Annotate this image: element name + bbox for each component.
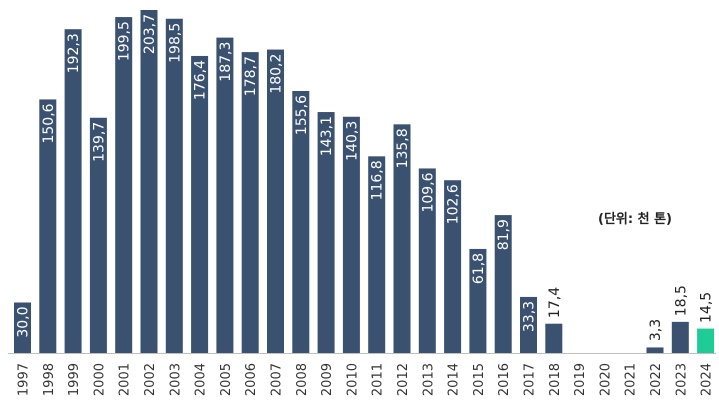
x-tick-labels-group: 1997 1998 1999 2000 2001 2002 2003 2004 2005 2006…: [17, 363, 715, 396]
x-tick-2013: 2013: [421, 363, 436, 396]
value-label-2013: 109,6: [420, 172, 436, 212]
x-tick-2019: 2019: [573, 363, 588, 396]
bar-2006: [241, 52, 259, 353]
value-label-2017: 33,3: [522, 301, 538, 332]
x-tick-2002: 2002: [143, 363, 158, 396]
x-tick-2000: 2000: [92, 363, 107, 396]
bar-1997: [14, 302, 31, 353]
value-label-2005: 187,3: [218, 42, 234, 82]
bar-2000: [89, 117, 107, 353]
x-tick-2011: 2011: [371, 363, 386, 396]
bar-2007: [267, 49, 284, 354]
value-label-1998: 150,6: [41, 103, 57, 143]
bar-2002: [140, 10, 158, 353]
x-tick-2018: 2018: [548, 363, 563, 396]
value-label-2024: 14,5: [699, 292, 715, 323]
x-tick-1998: 1998: [42, 363, 57, 396]
value-label-2012: 135,8: [395, 128, 411, 168]
x-tick-2006: 2006: [244, 363, 259, 396]
bar-2014: [444, 180, 462, 353]
bar-2010: [342, 116, 360, 353]
bar-2004: [191, 55, 209, 354]
value-label-2023: 18,5: [673, 285, 689, 316]
bar-1998: [39, 99, 57, 353]
x-tick-2016: 2016: [497, 363, 512, 396]
bar-2013: [418, 168, 436, 353]
x-tick-2024: 2024: [700, 363, 715, 396]
x-tick-2007: 2007: [270, 363, 285, 396]
x-tick-2014: 2014: [447, 363, 462, 396]
value-label-2022: 3,3: [648, 319, 664, 341]
x-tick-2015: 2015: [472, 363, 487, 396]
bar-2011: [368, 156, 386, 353]
value-label-2003: 198,5: [167, 23, 183, 63]
value-label-2008: 155,6: [294, 95, 310, 135]
value-label-2006: 178,7: [243, 56, 259, 96]
x-tick-2020: 2020: [598, 363, 613, 396]
value-label-2014: 102,6: [446, 184, 462, 224]
value-label-2007: 180,2: [269, 54, 285, 94]
bar-2023: [671, 321, 689, 353]
unit-note: (단위: 천 톤): [598, 212, 672, 227]
value-label-2001: 199,5: [117, 21, 133, 61]
value-label-1999: 192,3: [66, 33, 82, 73]
bar-2016: [494, 215, 512, 353]
x-tick-2005: 2005: [219, 363, 234, 396]
x-tick-2009: 2009: [320, 363, 335, 396]
x-tick-1999: 1999: [67, 363, 82, 396]
bar-2017: [520, 296, 537, 353]
value-labels-group: 30,0 150,6 192,3 139,7 199,5 203,7 198,5 176,4 1…: [16, 14, 715, 341]
value-label-2002: 203,7: [142, 14, 158, 54]
value-label-2004: 176,4: [193, 60, 209, 100]
x-tick-2012: 2012: [396, 363, 411, 396]
x-tick-1997: 1997: [17, 363, 32, 396]
x-tick-2004: 2004: [194, 363, 209, 396]
bar-2001: [115, 17, 133, 353]
value-label-1997: 30,0: [16, 306, 32, 337]
value-label-2011: 116,8: [370, 160, 386, 200]
value-label-2010: 140,3: [344, 121, 360, 161]
x-tick-2001: 2001: [118, 363, 133, 396]
x-tick-2003: 2003: [168, 363, 183, 396]
bar-2018: [545, 323, 563, 353]
bar-2008: [292, 90, 310, 353]
value-label-2018: 17,4: [547, 287, 563, 318]
bar-2009: [317, 112, 335, 354]
value-label-2015: 61,8: [471, 253, 487, 284]
bar-2015: [469, 248, 487, 353]
value-label-2000: 139,7: [91, 122, 107, 162]
value-label-2009: 143,1: [319, 116, 335, 156]
x-tick-2008: 2008: [295, 363, 310, 396]
bars-group: [14, 10, 715, 354]
value-label-2016: 81,9: [496, 219, 512, 250]
bar-2012: [393, 124, 411, 353]
x-tick-2010: 2010: [345, 363, 360, 396]
bar-2003: [165, 18, 183, 354]
bar-1999: [64, 29, 82, 354]
bar-2005: [216, 37, 234, 354]
bar-2024: [697, 328, 715, 353]
x-tick-2021: 2021: [624, 363, 639, 396]
x-tick-2022: 2022: [649, 363, 664, 396]
x-tick-2023: 2023: [674, 363, 689, 396]
bar-2022: [646, 347, 664, 353]
x-tick-2017: 2017: [523, 363, 538, 396]
